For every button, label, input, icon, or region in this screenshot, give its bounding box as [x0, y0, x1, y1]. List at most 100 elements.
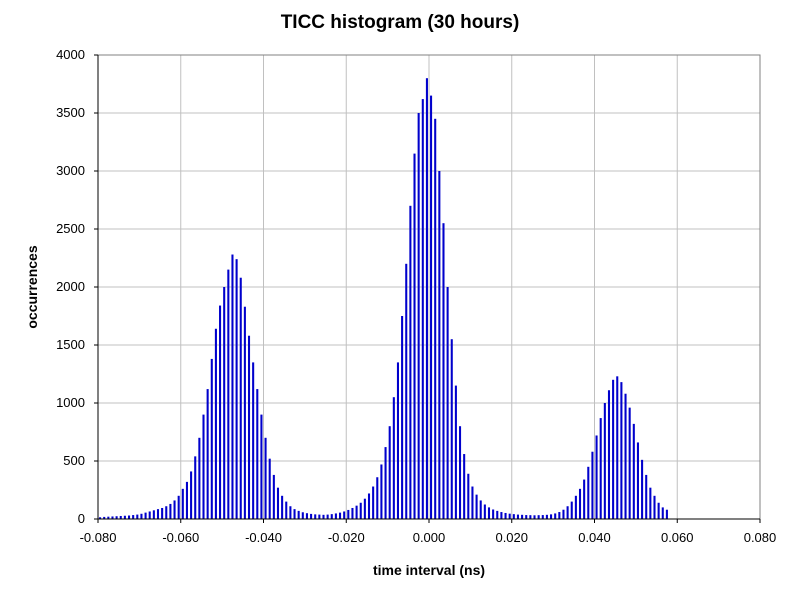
histogram-bar	[169, 503, 172, 519]
histogram-bar	[214, 328, 217, 519]
histogram-bar	[636, 442, 639, 519]
histogram-bar	[459, 426, 462, 519]
histogram-bar	[545, 514, 548, 519]
histogram-bar	[475, 494, 478, 519]
histogram-bar	[591, 451, 594, 519]
histogram-bar	[99, 517, 102, 519]
histogram-bar	[388, 426, 391, 519]
histogram-bar	[421, 99, 424, 519]
histogram-bar	[492, 509, 495, 519]
histogram-bar	[219, 305, 222, 519]
histogram-bar	[363, 498, 366, 519]
histogram-bar	[587, 466, 590, 519]
x-tick-label: -0.080	[80, 530, 117, 545]
histogram-bar	[260, 414, 263, 519]
y-tick-label: 2000	[56, 279, 85, 294]
chart-title: TICC histogram (30 hours)	[280, 12, 520, 33]
histogram-bar	[616, 376, 619, 519]
x-tick-label: 0.060	[661, 530, 694, 545]
histogram-bar	[612, 379, 615, 519]
histogram-bar	[550, 514, 553, 519]
y-tick-label: 3000	[56, 163, 85, 178]
histogram-bar	[148, 511, 151, 519]
histogram-bar	[653, 495, 656, 519]
histogram-bar	[521, 514, 524, 519]
y-tick-label: 4000	[56, 47, 85, 62]
histogram-bar	[583, 479, 586, 519]
histogram-bar	[463, 454, 466, 519]
histogram-bar	[529, 515, 532, 519]
histogram-bar	[438, 171, 441, 519]
y-tick-label: 3500	[56, 105, 85, 120]
histogram-bar	[525, 515, 528, 519]
histogram-bar	[479, 500, 482, 519]
histogram-bar	[537, 515, 540, 519]
histogram-bar	[202, 414, 205, 519]
histogram-bar	[595, 435, 598, 519]
histogram-bar	[227, 269, 230, 519]
histogram-bar	[628, 407, 631, 519]
histogram-bar	[161, 507, 164, 519]
histogram-bar	[190, 471, 193, 519]
x-tick-label: 0.020	[495, 530, 528, 545]
histogram-bar	[111, 516, 114, 519]
histogram-bar	[380, 464, 383, 519]
histogram-bar	[401, 316, 404, 519]
histogram-bar	[103, 516, 106, 519]
histogram-bar	[409, 205, 412, 520]
x-tick-label: -0.060	[162, 530, 199, 545]
histogram-bar	[641, 459, 644, 519]
histogram-bar	[339, 512, 342, 519]
histogram-bar	[649, 487, 652, 519]
histogram-bar	[384, 447, 387, 519]
histogram-bar	[450, 339, 453, 519]
histogram-bar	[330, 514, 333, 519]
x-tick-label: 0.040	[578, 530, 611, 545]
histogram-bar	[405, 263, 408, 519]
histogram-bar	[318, 514, 321, 519]
histogram-bar	[185, 481, 188, 519]
y-tick-label: 500	[63, 453, 85, 468]
histogram-bar	[132, 515, 135, 519]
histogram-bar	[632, 423, 635, 519]
histogram-bar	[119, 515, 122, 519]
histogram-bar	[496, 510, 499, 519]
y-tick-labels: 0 500 1000 1500 2000 2500 3000 3500 4000	[56, 47, 98, 526]
histogram-bar	[181, 488, 184, 519]
histogram-bar	[657, 502, 660, 519]
histogram-bar	[305, 513, 308, 519]
histogram-bar	[512, 514, 515, 519]
histogram-bar	[541, 515, 544, 519]
x-tick-label: -0.040	[245, 530, 282, 545]
histogram-bar	[500, 512, 503, 519]
histogram-bar	[276, 487, 280, 519]
histogram-bar	[359, 502, 362, 519]
histogram-bar	[268, 458, 271, 519]
histogram-bar	[372, 486, 375, 519]
histogram-bar	[570, 501, 573, 519]
histogram-bar	[624, 393, 627, 519]
histogram-bar	[293, 509, 296, 519]
histogram-bar	[347, 509, 350, 519]
histogram-bar	[152, 510, 155, 519]
histogram-bar	[297, 510, 300, 519]
histogram-bar	[115, 516, 118, 519]
histogram-bar	[487, 507, 491, 519]
histogram-bar	[326, 514, 329, 519]
histogram-bars	[99, 78, 668, 520]
histogram-bar	[574, 495, 577, 519]
histogram-bar	[603, 403, 606, 519]
grid-lines	[98, 55, 760, 519]
histogram-bar	[144, 512, 147, 519]
histogram-bar	[558, 512, 561, 519]
histogram-bar	[413, 153, 416, 519]
histogram-bar	[467, 473, 470, 519]
x-tick-label: -0.020	[328, 530, 365, 545]
histogram-bar	[252, 362, 255, 519]
histogram-bar	[156, 509, 160, 519]
histogram-bar	[198, 437, 201, 519]
histogram-bar	[516, 514, 519, 519]
histogram-bar	[396, 362, 399, 519]
y-tick-label: 2500	[56, 221, 85, 236]
y-tick-label: 1500	[56, 337, 85, 352]
